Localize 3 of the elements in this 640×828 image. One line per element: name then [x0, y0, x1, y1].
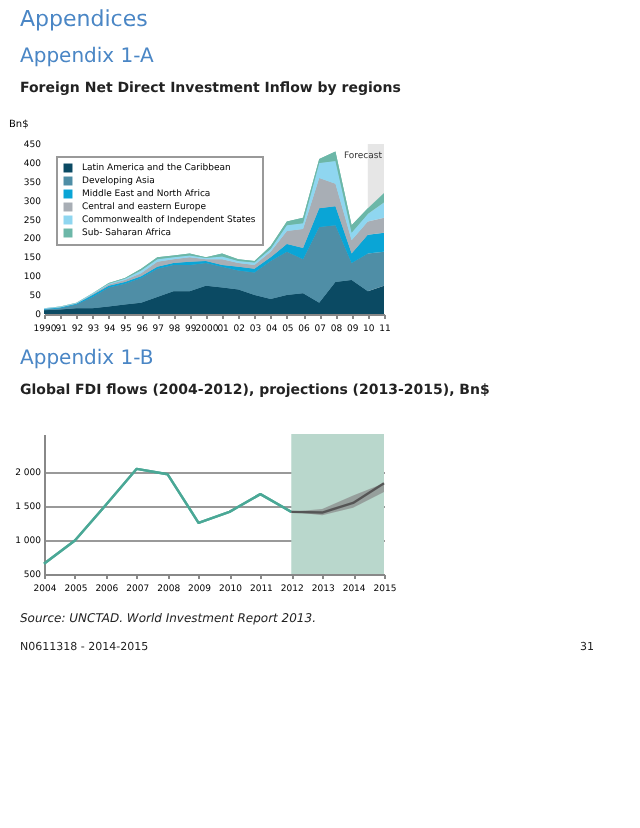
chart-title: Appendix 1-A — [20, 46, 154, 68]
text: Appendices — [20, 6, 149, 32]
chart-title: Appendix 1-B — [20, 348, 154, 370]
